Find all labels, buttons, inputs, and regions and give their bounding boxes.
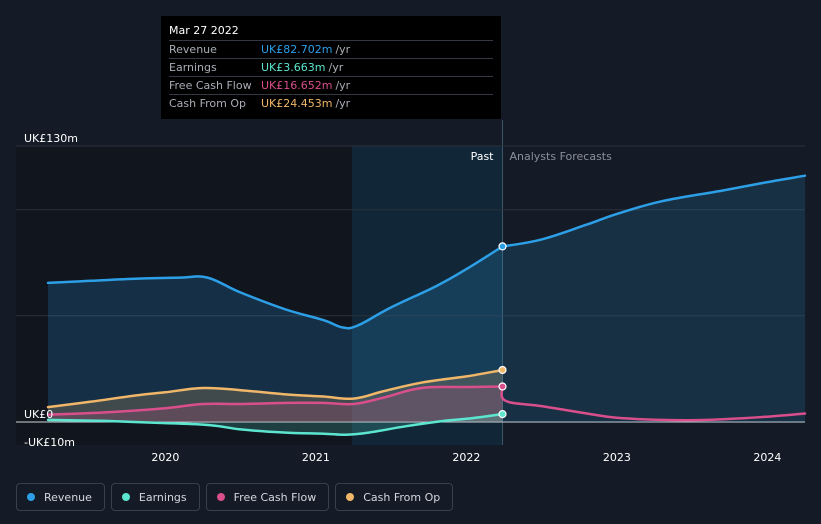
tooltip-row-revenue: Revenue UK£82.702m /yr (169, 40, 493, 58)
x-tick-label: 2024 (753, 451, 781, 464)
legend-dot-icon (27, 493, 35, 501)
tooltip-row-earnings: Earnings UK£3.663m /yr (169, 58, 493, 76)
tooltip-row-cash-from-op: Cash From Op UK£24.453m /yr (169, 94, 493, 112)
x-tick-label: 2022 (452, 451, 480, 464)
tooltip-unit: /yr (328, 61, 344, 74)
tooltip-row-free-cash-flow: Free Cash Flow UK£16.652m /yr (169, 76, 493, 94)
legend-item-earnings[interactable]: Earnings (110, 483, 200, 511)
tooltip-value: UK£16.652m (261, 79, 333, 92)
tooltip-unit: /yr (335, 79, 351, 92)
earnings-line (46, 412, 504, 436)
tooltip-unit: /yr (335, 43, 351, 56)
tooltip-date: Mar 27 2022 (169, 24, 239, 37)
revenue-marker (498, 242, 507, 251)
chart-legend: Revenue Earnings Free Cash Flow Cash Fro… (16, 483, 454, 511)
legend-dot-icon (346, 493, 355, 501)
legend-item-free-cash-flow[interactable]: Free Cash Flow (205, 483, 330, 511)
y-tick-label: UK£130m (24, 132, 78, 145)
earnings-marker (498, 410, 507, 419)
tooltip-unit: /yr (335, 97, 351, 110)
legend-label: Earnings (138, 490, 187, 504)
past-region (352, 146, 503, 445)
legend-dot-icon (121, 493, 130, 501)
x-tick-label: 2023 (603, 451, 631, 464)
tooltip-value: UK£3.663m (261, 61, 326, 74)
tooltip-label: Cash From Op (169, 97, 247, 110)
legend-label: Cash From Op (363, 490, 441, 504)
free-cash-flow-forecast-line (500, 385, 807, 422)
legend-item-revenue[interactable]: Revenue (16, 483, 105, 511)
forecast-label: Analysts Forecasts (510, 150, 613, 163)
tooltip-label: Earnings (169, 61, 217, 74)
legend-item-cash-from-op[interactable]: Cash From Op (335, 483, 454, 511)
hover-tooltip: Mar 27 2022 Revenue UK£82.702m /yr Earni… (161, 16, 501, 119)
revenue-forecast-area (502, 175, 805, 422)
x-tick-label: 2020 (151, 451, 179, 464)
free-cash-flow-line (46, 385, 504, 416)
tooltip-label: Free Cash Flow (169, 79, 252, 92)
tooltip-label: Revenue (169, 43, 217, 56)
earnings-area (48, 414, 503, 435)
revenue-line (46, 245, 504, 330)
free-cash-flow-marker (498, 382, 507, 391)
tooltip-value: UK£82.702m (261, 43, 333, 56)
cash-from-op-marker (498, 365, 507, 375)
tooltip-value: UK£24.453m (261, 97, 333, 110)
x-tick-label: 2021 (302, 451, 330, 464)
cash-from-op-line (46, 368, 504, 409)
past-label: Past (471, 150, 495, 163)
revenue-area (48, 246, 503, 422)
y-tick-label: UK£0 (24, 408, 53, 421)
y-tick-label: -UK£10m (24, 436, 75, 449)
legend-dot-icon (216, 493, 225, 501)
revenue-forecast-line (501, 174, 807, 248)
legend-label: Revenue (44, 490, 92, 504)
legend-label: Free Cash Flow (233, 490, 317, 504)
